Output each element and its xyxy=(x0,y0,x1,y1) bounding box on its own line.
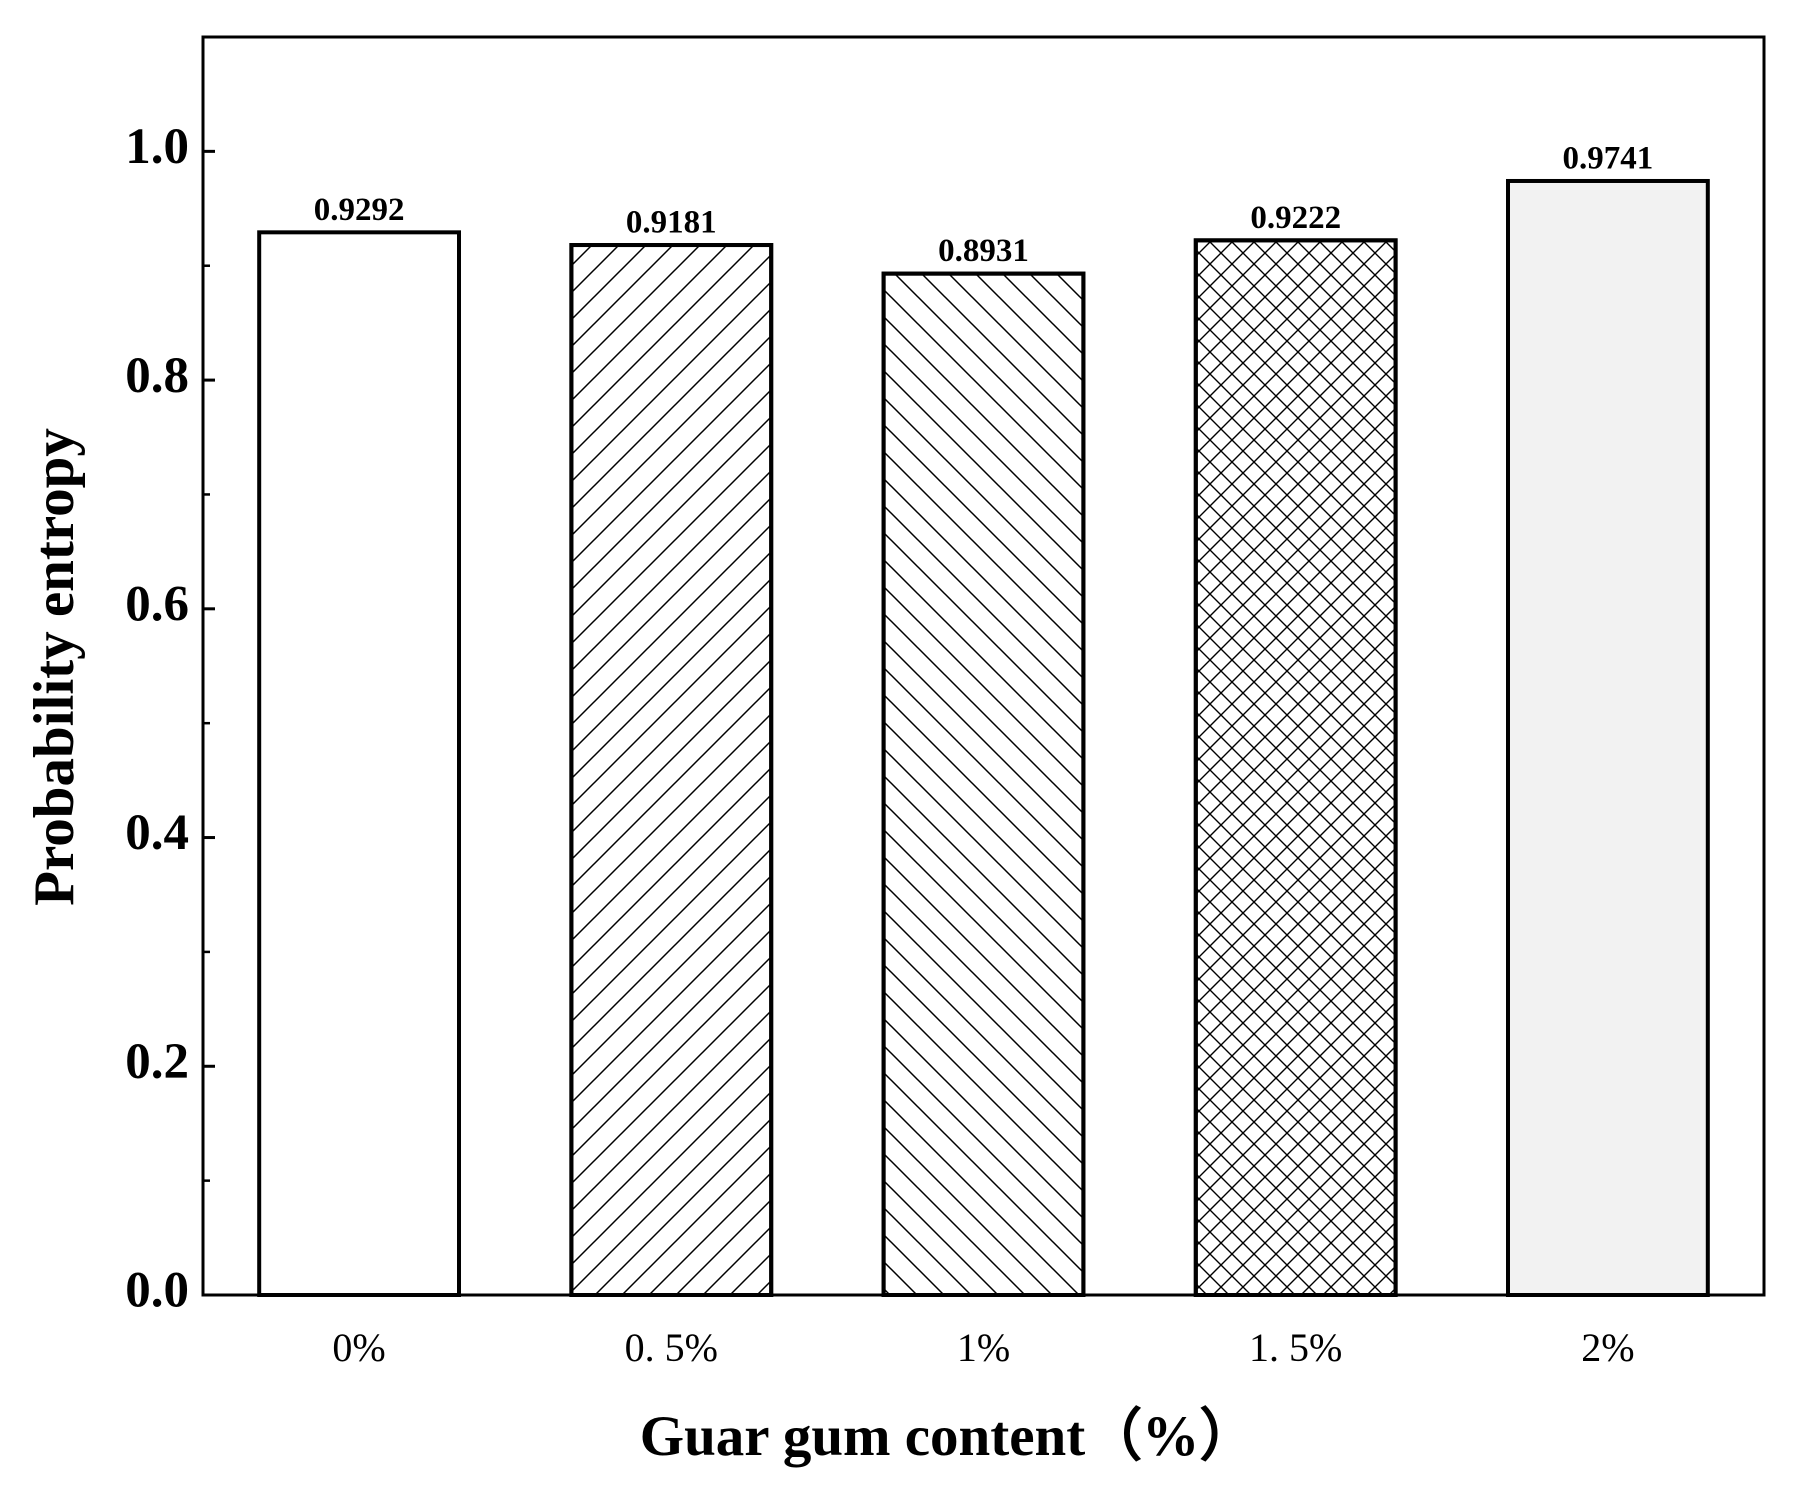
value-label: 0.9741 xyxy=(1563,141,1654,177)
y-tick-label: 1.0 xyxy=(125,119,189,175)
x-tick-label: 2% xyxy=(1581,1325,1634,1370)
value-label: 0.9292 xyxy=(314,192,405,228)
bar-hatch xyxy=(569,243,774,1297)
x-tick-label: 1. 5% xyxy=(1249,1325,1342,1370)
x-tick-label: 1% xyxy=(957,1325,1010,1370)
bar xyxy=(257,230,462,1297)
x-tick-label: 0% xyxy=(332,1325,385,1370)
y-tick-label: 0.2 xyxy=(125,1034,189,1090)
value-label: 0.8931 xyxy=(938,233,1029,269)
plot-frame xyxy=(201,35,1766,1297)
value-label: 0.9181 xyxy=(626,205,717,241)
value-label: 0.9222 xyxy=(1250,200,1341,236)
y-axis-title: Probability entropy xyxy=(23,428,86,906)
x-axis-title: Guar gum content（%） xyxy=(640,1405,1256,1468)
y-tick-label: 0.6 xyxy=(125,577,189,633)
y-tick-label: 0.0 xyxy=(125,1263,189,1319)
bar xyxy=(1505,178,1710,1298)
y-tick-label: 0.8 xyxy=(125,348,189,404)
x-tick-label: 0. 5% xyxy=(625,1325,718,1370)
y-tick-label: 0.4 xyxy=(125,805,189,861)
bar-hatch xyxy=(1193,238,1398,1298)
bar-hatch xyxy=(881,271,1086,1298)
